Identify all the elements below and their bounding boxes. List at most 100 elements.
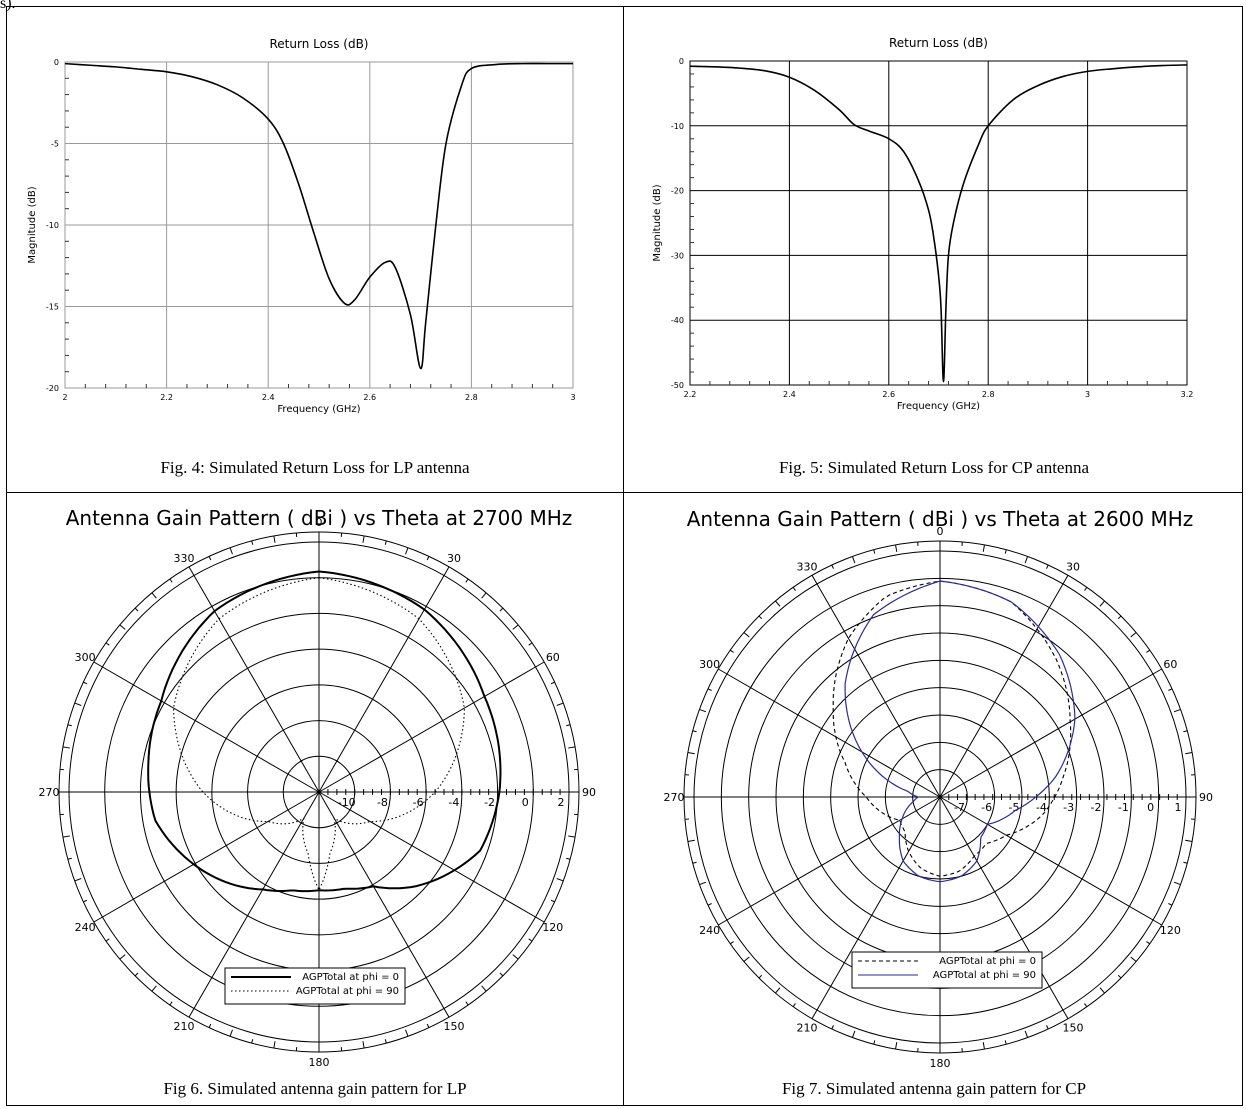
degree-tick xyxy=(568,746,576,749)
angle-label: 330 xyxy=(797,561,818,574)
fig6-caption: Fig 6. Simulated antenna gain pattern fo… xyxy=(163,1079,467,1098)
degree-tick xyxy=(895,1042,898,1050)
degree-tick xyxy=(362,1041,365,1049)
y-axis-label: Magnitude (dB) xyxy=(27,186,38,263)
angle-label: 30 xyxy=(1066,561,1080,574)
radial-label: -10 xyxy=(338,796,356,809)
polar-spoke xyxy=(939,668,1162,798)
angle-label: 210 xyxy=(174,1020,195,1033)
angle-label: 270 xyxy=(664,791,685,804)
degree-tick xyxy=(1084,1003,1088,1007)
degree-tick xyxy=(550,681,555,685)
plot-frame xyxy=(689,60,1188,386)
fig4-caption: Fig. 4: Simulated Return Loss for LP ant… xyxy=(160,458,470,477)
degree-tick xyxy=(465,578,469,583)
y-tick-label: -10 xyxy=(46,221,59,230)
x-axis-label: Frequency (GHz) xyxy=(897,401,980,412)
degree-tick xyxy=(556,878,564,882)
polar-spoke xyxy=(318,661,545,793)
fig5-chart: 2.2 2.4 2.6 2.8 3 3.2 0 -10 -20 -30 -40 -50 Return L… xyxy=(652,36,1194,412)
degree-tick xyxy=(566,724,571,727)
degree-tick xyxy=(982,1042,985,1050)
polar-spoke xyxy=(718,796,941,926)
degree-tick xyxy=(1173,708,1181,713)
degree-tick xyxy=(105,642,110,646)
degree-tick xyxy=(1046,1025,1049,1030)
polar-spoke xyxy=(93,661,320,793)
gain-pattern-series xyxy=(844,580,1076,883)
angle-label: 60 xyxy=(546,651,560,664)
degree-tick xyxy=(499,607,504,612)
y-tick-label: -30 xyxy=(671,251,684,260)
degree-tick xyxy=(1084,587,1088,591)
degree-tick xyxy=(481,592,487,599)
polar-spoke xyxy=(939,575,1069,798)
x-axis-label: Frequency (GHz) xyxy=(277,404,360,415)
degree-tick xyxy=(512,624,519,630)
degree-tick xyxy=(758,615,763,620)
degree-tick xyxy=(1099,987,1105,994)
degree-tick xyxy=(528,642,533,646)
polar-spoke xyxy=(318,791,545,923)
degree-tick xyxy=(83,681,88,685)
radial-label: 0 xyxy=(522,796,529,809)
degree-tick xyxy=(499,972,504,977)
angle-label: 180 xyxy=(309,1056,330,1069)
gain-pattern-series xyxy=(832,580,1072,877)
radial-label: 0 xyxy=(1147,801,1154,814)
degree-tick xyxy=(556,702,564,706)
degree-tick xyxy=(528,938,533,942)
x-tick-label: 3.2 xyxy=(1181,390,1194,399)
radial-label: -6 xyxy=(413,796,424,809)
degree-tick xyxy=(792,1003,796,1007)
legend-label: AGPTotal at phi = 0 xyxy=(302,972,399,983)
degree-tick xyxy=(851,1030,856,1038)
degree-tick xyxy=(982,544,985,552)
fig7-caption: Fig 7. Simulated antenna gain pattern fo… xyxy=(781,1079,1087,1098)
degree-tick xyxy=(1004,549,1007,554)
degree-tick xyxy=(1024,556,1029,564)
degree-tick xyxy=(1168,903,1173,906)
degree-tick xyxy=(1046,564,1049,569)
angle-label: 300 xyxy=(699,658,720,671)
angle-label: 0 xyxy=(316,516,323,529)
table-divider-horizontal xyxy=(7,492,1242,493)
polar-spoke xyxy=(188,566,320,793)
angle-label: 60 xyxy=(1163,658,1177,671)
x-tick-label: 2.2 xyxy=(160,393,173,402)
degree-tick xyxy=(119,954,126,960)
legend-box xyxy=(224,967,406,1005)
legend-label: AGPTotal at phi = 0 xyxy=(939,956,1036,967)
degree-tick xyxy=(208,556,212,561)
chart-title: Return Loss (dB) xyxy=(889,36,988,50)
degree-tick xyxy=(566,857,571,860)
degree-tick xyxy=(851,556,856,564)
degree-tick xyxy=(1099,600,1105,607)
degree-tick xyxy=(550,899,555,903)
chart-title: Antenna Gain Pattern ( dBi ) vs Theta at… xyxy=(66,506,573,530)
figure-table: 2 2.2 2.4 2.6 2.8 3 0 -5 -10 -15 -20 Return Loss (d… xyxy=(6,6,1243,1106)
degree-tick xyxy=(229,547,233,555)
chart-title: Antenna Gain Pattern ( dBi ) vs Theta at… xyxy=(687,507,1194,531)
degree-tick xyxy=(699,708,707,713)
degree-tick xyxy=(873,549,876,554)
y-tick-label: -50 xyxy=(671,381,684,390)
degree-tick xyxy=(1183,730,1188,733)
legend-label: AGPTotal at phi = 90 xyxy=(933,970,1036,981)
degree-tick xyxy=(1146,941,1150,945)
degree-tick xyxy=(169,578,173,583)
x-tick-label: 2.6 xyxy=(882,390,895,399)
degree-tick xyxy=(1185,839,1193,842)
x-tick-label: 3 xyxy=(1085,390,1090,399)
degree-tick xyxy=(730,941,734,945)
return-loss-curve xyxy=(64,62,573,370)
degree-tick xyxy=(568,835,576,838)
degree-tick xyxy=(169,1001,173,1006)
angle-label: 90 xyxy=(582,786,596,799)
degree-tick xyxy=(1173,881,1181,886)
x-tick-label: 3 xyxy=(570,393,575,402)
angle-label: 150 xyxy=(444,1020,465,1033)
degree-tick xyxy=(775,987,781,994)
degree-tick xyxy=(151,592,157,599)
x-tick-label: 2.2 xyxy=(684,390,697,399)
